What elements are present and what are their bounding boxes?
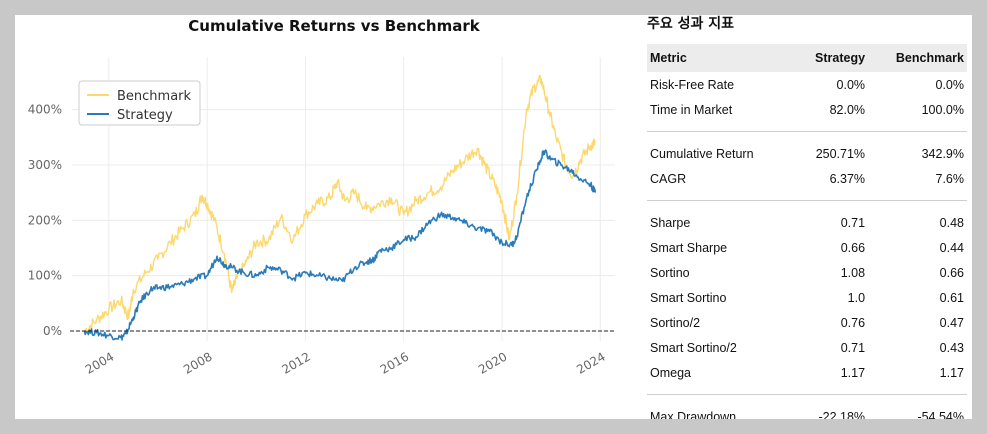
strategy-value: 250.71% (815, 146, 866, 161)
benchmark-value: -54.54% (917, 409, 964, 420)
strategy-value: 0.0% (836, 77, 866, 92)
y-tick-label: 400% (28, 103, 62, 117)
benchmark-value: 0.43 (939, 340, 964, 355)
x-tick-label: 2004 (83, 349, 116, 376)
strategy-value: 1.08 (840, 265, 866, 280)
column-header-metric: Metric (647, 44, 794, 72)
chart-title: Cumulative Returns vs Benchmark (188, 17, 480, 35)
strategy-value: 0.76 (840, 315, 866, 330)
metrics-row: Cumulative Return 250.71% 342.9% (647, 141, 967, 166)
x-tick-label: 2016 (378, 349, 411, 376)
metrics-heading: 주요 성과 지표 (647, 16, 735, 32)
strategy-value: 1.17 (840, 365, 866, 380)
x-tick-label: 2020 (476, 349, 509, 376)
report-panel: Cumulative Returns vs Benchmark 0% 100% 20… (15, 15, 972, 419)
metrics-body: Risk-Free Rate 0.0% 0.0% Time in Market 82.0… (647, 72, 967, 419)
metrics-row: Smart Sortino 1.0 0.61 (647, 285, 967, 310)
benchmark-value: 1.17 (939, 365, 964, 380)
strategy-value: -22.18% (818, 409, 866, 420)
benchmark-value: 7.6% (935, 171, 965, 186)
metric-name: Time in Market (650, 102, 733, 117)
divider-line (647, 394, 967, 395)
metric-name: Smart Sharpe (650, 240, 728, 255)
metrics-row: Sharpe 0.71 0.48 (647, 210, 967, 235)
metrics-row: Smart Sharpe 0.66 0.44 (647, 235, 967, 260)
column-header-benchmark: Benchmark (868, 44, 967, 72)
benchmark-value: 0.44 (939, 240, 964, 255)
metrics-separator-cell (647, 191, 967, 210)
metrics-row: Risk-Free Rate 0.0% 0.0% (647, 72, 967, 97)
metrics-table: Metric Strategy Benchmark Risk-Free Rate… (647, 44, 967, 419)
metrics-row: Max Drawdown -22.18% -54.54% (647, 404, 967, 420)
metrics-row: Time in Market 82.0% 100.0% (647, 97, 967, 122)
metric-name: Max Drawdown (650, 409, 737, 420)
column-header-strategy: Strategy (793, 44, 869, 72)
metrics-row: CAGR 6.37% 7.6% (647, 166, 967, 191)
metrics-separator-cell (647, 385, 967, 404)
y-tick-label: 200% (28, 213, 62, 227)
legend-label: Strategy (117, 108, 173, 123)
y-tick-label: 100% (28, 269, 62, 283)
benchmark-value: 0.0% (935, 77, 965, 92)
benchmark-value: 0.61 (939, 290, 964, 305)
strategy-value: 0.66 (840, 240, 866, 255)
series-line-strategy (83, 149, 597, 341)
metrics-row: Smart Sortino/2 0.71 0.43 (647, 335, 967, 360)
metric-name: Sortino/2 (650, 315, 701, 330)
legend-label: Benchmark (117, 89, 192, 104)
y-tick-label: 0% (43, 324, 62, 338)
x-tick-label: 2012 (279, 349, 312, 376)
series-line-benchmark (83, 74, 596, 334)
metric-name: Cumulative Return (650, 146, 754, 161)
metrics-row: Sortino 1.08 0.66 (647, 260, 967, 285)
x-tick-label: 2024 (574, 349, 607, 376)
y-tick-label: 300% (28, 158, 62, 172)
x-tick-label: 2008 (181, 349, 214, 376)
legend-box (78, 80, 201, 126)
metric-name: Sharpe (650, 215, 691, 230)
metrics-row: Sortino/2 0.76 0.47 (647, 310, 967, 335)
strategy-value: 0.71 (840, 340, 866, 355)
divider-line (647, 200, 967, 201)
metric-name: Smart Sortino (650, 290, 727, 305)
metrics-header-row: Metric Strategy Benchmark (647, 44, 967, 72)
benchmark-value: 0.66 (939, 265, 964, 280)
metric-name: CAGR (650, 171, 687, 186)
strategy-value: 0.71 (840, 215, 866, 230)
metrics-separator (647, 385, 967, 404)
metrics-separator-cell (647, 122, 967, 141)
divider-line (647, 131, 967, 132)
benchmark-value: 0.47 (939, 315, 964, 330)
strategy-value: 6.37% (829, 171, 866, 186)
metric-name: Risk-Free Rate (650, 77, 735, 92)
metrics-separator (647, 191, 967, 210)
metric-name: Smart Sortino/2 (650, 340, 737, 355)
benchmark-value: 342.9% (921, 146, 964, 161)
metric-name: Sortino (650, 265, 690, 280)
metrics-row: Omega 1.17 1.17 (647, 360, 967, 385)
benchmark-value: 0.48 (939, 215, 964, 230)
strategy-value: 1.0 (847, 290, 866, 305)
metric-name: Omega (650, 365, 691, 380)
metrics-separator (647, 122, 967, 141)
strategy-value: 82.0% (829, 102, 866, 117)
metrics-section: 주요 성과 지표 (647, 15, 972, 43)
cumulative-returns-chart: 0% 100% 200% 300% 400% 2004 2008 2012 2016 2020 20… (28, 57, 615, 377)
benchmark-value: 100.0% (921, 102, 964, 117)
